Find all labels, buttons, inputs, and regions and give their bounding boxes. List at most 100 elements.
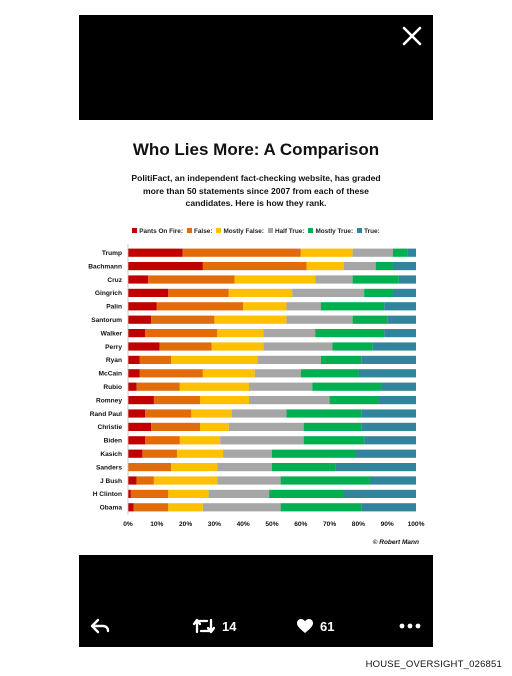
bar-segment [128, 503, 134, 512]
bar-segment [153, 396, 200, 405]
legend-swatch [357, 228, 363, 233]
bar-segment [200, 396, 249, 405]
bar-segment [280, 476, 370, 485]
legend-swatch [216, 228, 222, 233]
bar-segment [263, 342, 333, 351]
bar-segment [128, 463, 172, 472]
bar-segment [179, 436, 221, 445]
bar-segment [128, 489, 131, 498]
bar-segment [378, 396, 416, 405]
bar-segment [139, 355, 172, 364]
category-label: Perry [105, 344, 122, 351]
bar-segment [384, 302, 416, 311]
bar-segment [320, 355, 362, 364]
legend-label: Half True: [274, 228, 305, 235]
document-id: HOUSE_OVERSIGHT_026851 [365, 659, 502, 670]
bar-segment [352, 248, 393, 257]
bar-segment [300, 248, 353, 257]
bar-segment [128, 369, 140, 378]
bar-segment [361, 503, 416, 512]
x-tick-label: 50% [265, 521, 278, 528]
close-icon [402, 26, 422, 46]
heart-icon [297, 619, 313, 633]
bar-segment [200, 422, 229, 431]
retweet-button[interactable]: 14 [192, 611, 236, 641]
bar-segment [312, 382, 382, 391]
image-credit: © Robert Mann [372, 539, 419, 546]
infographic-image: Who Lies More: A Comparison PolitiFact, … [79, 120, 433, 555]
bar-segment [392, 288, 416, 297]
legend-label: Pants On Fire: [139, 228, 183, 235]
bar-segment [358, 369, 416, 378]
bar-segment [217, 329, 264, 338]
chart-legend: Pants On Fire: False: Mostly False: Half Tr… [79, 228, 433, 235]
bar-segment [220, 436, 304, 445]
x-tick-label: 100% [408, 521, 425, 528]
legend-label: True: [364, 228, 380, 235]
subtitle-line: candidates. Here is how they rank. [185, 198, 327, 208]
close-button[interactable] [401, 25, 423, 47]
bar-segment [217, 463, 272, 472]
bar-segment [306, 262, 344, 271]
bar-segment [231, 409, 287, 418]
reply-button[interactable] [89, 611, 111, 641]
legend-label: False: [193, 228, 213, 235]
category-label: Cruz [107, 277, 122, 284]
bar-segment [133, 503, 169, 512]
bar-segment [372, 342, 416, 351]
legend-swatch [308, 228, 314, 233]
bar-segment [211, 342, 264, 351]
bar-segment [145, 329, 218, 338]
bar-segment [171, 355, 258, 364]
bar-segment [136, 476, 154, 485]
x-tick-label: 10% [150, 521, 163, 528]
like-button[interactable]: 61 [296, 611, 334, 641]
bar-segment [381, 382, 416, 391]
bar-segment [228, 288, 293, 297]
legend-label: Mostly True: [315, 228, 354, 235]
bar-segment [202, 369, 255, 378]
bar-segment [332, 342, 373, 351]
bar-segment [128, 355, 140, 364]
x-tick-label: 20% [179, 521, 192, 528]
bar-segment [329, 396, 379, 405]
x-tick-label: 0% [123, 521, 133, 528]
legend-item: Mostly True: [308, 228, 353, 235]
bar-segment [130, 489, 169, 498]
bar-segment [286, 302, 321, 311]
x-tick-label: 90% [381, 521, 394, 528]
more-dots-icon [399, 623, 421, 629]
bar-segment [139, 369, 203, 378]
bar-segment [142, 449, 177, 458]
bar-segment [398, 275, 416, 284]
bar-segment [202, 503, 281, 512]
bar-segment [315, 329, 385, 338]
bar-segment [145, 436, 180, 445]
bar-segment [286, 409, 362, 418]
bar-segment [335, 463, 416, 472]
bar-segment [128, 382, 137, 391]
bar-segment [263, 329, 316, 338]
bar-segment [364, 288, 393, 297]
legend-item: Half True: [267, 228, 305, 235]
bar-segment [128, 329, 146, 338]
category-label: Trump [102, 250, 122, 257]
category-label: Biden [104, 438, 122, 445]
reply-icon [90, 618, 110, 634]
bar-segment [168, 503, 203, 512]
category-label: Gingrich [95, 290, 122, 297]
bar-segment [361, 409, 416, 418]
legend-item: True: [357, 228, 380, 235]
category-label: Rand Paul [90, 411, 122, 418]
more-options-button[interactable] [399, 611, 421, 641]
category-label: Santorum [91, 317, 122, 324]
bar-segment [128, 342, 160, 351]
retweet-icon [192, 618, 216, 634]
bar-segment [300, 369, 359, 378]
legend-swatch [132, 228, 138, 233]
bar-segment [128, 262, 203, 271]
bar-segment [280, 503, 362, 512]
bar-segment [248, 396, 330, 405]
image-viewer: Who Lies More: A Comparison PolitiFact, … [79, 15, 433, 647]
legend-item: False: [186, 228, 213, 235]
